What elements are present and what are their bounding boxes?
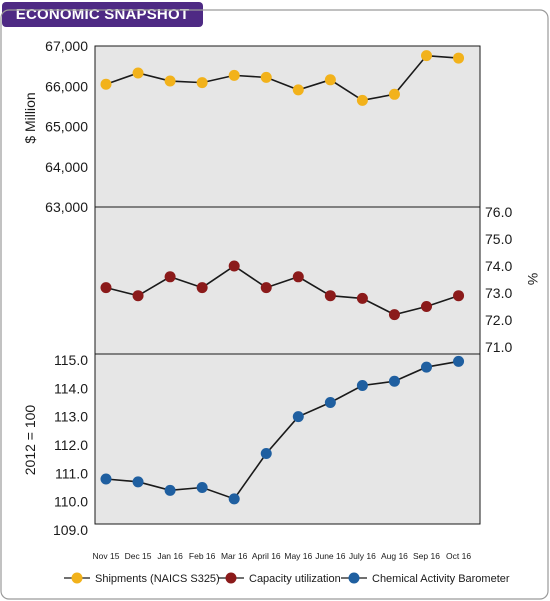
capacity-y-tick-label: 73.0	[485, 285, 512, 301]
capacity-data-point	[132, 290, 144, 302]
legend-capacity-label: Capacity utilization	[249, 573, 341, 585]
x-tick-label: Sep 16	[413, 551, 440, 561]
shipments-data-point	[164, 75, 176, 87]
legend-shipments-marker	[71, 572, 83, 584]
shipments-y-tick-label: 67,000	[45, 38, 88, 54]
y-tick-labels: 67,000 66,000 65,000 64,000 63,000 76.0 75.0 74…	[45, 38, 512, 538]
x-tick-label: Feb 16	[189, 551, 216, 561]
shipments-data-point	[132, 67, 144, 79]
x-tick-label: April 16	[252, 551, 281, 561]
cab-data-point	[356, 380, 368, 391]
shipments-y-tick-label: 64,000	[45, 159, 88, 175]
x-tick-label: Dec 15	[125, 551, 152, 561]
capacity-data-point	[260, 282, 272, 294]
cab-y-tick-label: 112.0	[54, 437, 88, 453]
shipments-y-tick-label: 65,000	[45, 119, 88, 135]
x-tick-label: Oct 16	[446, 551, 471, 561]
shipments-data-point	[100, 78, 112, 90]
legend-cab-label: Chemical Activity Barometer	[372, 573, 510, 585]
cab-series-line	[105, 360, 459, 500]
cab-data-point	[164, 484, 176, 496]
plot-panel	[94, 45, 481, 525]
capacity-data-point	[196, 282, 208, 294]
cab-y-tick-label: 113.0	[54, 409, 88, 425]
shipments-data-point	[453, 52, 465, 64]
x-tick-label: June 16	[315, 551, 346, 561]
capacity-data-point	[228, 260, 240, 272]
capacity-y-axis-title: %	[525, 273, 541, 285]
cab-data-point	[100, 473, 112, 485]
cab-y-tick-label: 115.0	[54, 352, 88, 368]
shipments-data-point	[324, 74, 336, 86]
capacity-y-tick-label: 74.0	[485, 258, 512, 274]
x-tick-label: Jan 16	[157, 551, 183, 561]
cab-data-point	[292, 411, 304, 423]
legend-cab-marker	[348, 572, 360, 584]
series-layer	[100, 50, 465, 505]
x-tick-labels: Nov 15 Dec 15 Jan 16 Feb 16 Mar 16 April 16 Ma…	[93, 551, 472, 561]
shipments-data-point	[388, 88, 400, 100]
shipments-series-line	[105, 54, 459, 102]
legend-capacity-marker	[225, 572, 237, 584]
cab-y-axis-title: 2012 = 100	[22, 405, 38, 476]
cab-data-point	[421, 361, 432, 373]
capacity-y-tick-label: 72.0	[485, 312, 512, 328]
cab-data-point	[196, 482, 208, 493]
cab-data-point	[132, 476, 144, 488]
shipments-y-tick-label: 66,000	[45, 78, 88, 94]
cab-data-point	[453, 355, 465, 367]
legend-item-cab: Chemical Activity Barometer	[341, 572, 510, 585]
cab-y-tick-label: 110.0	[54, 494, 88, 510]
cab-y-tick-label: 111.0	[55, 465, 88, 481]
outer-border	[0, 9, 549, 600]
capacity-data-point	[421, 301, 432, 312]
cab-data-point	[324, 397, 336, 408]
shipments-y-tick-label: 63,000	[45, 199, 88, 215]
shipments-data-point	[196, 77, 208, 89]
capacity-data-point	[100, 282, 112, 294]
legend-shipments-label: Shipments (NAICS S325)	[95, 573, 220, 585]
x-tick-label: Nov 15	[93, 551, 120, 561]
shipments-data-point	[292, 84, 304, 96]
cab-y-tick-label: 109.0	[53, 522, 88, 538]
shipments-y-axis-title: $ Million	[22, 92, 38, 143]
x-tick-label: May 16	[284, 551, 312, 561]
cab-data-point	[388, 375, 400, 387]
capacity-series-line	[105, 265, 459, 316]
capacity-y-tick-label: 76.0	[485, 204, 512, 220]
capacity-data-point	[164, 271, 176, 283]
legend: Shipments (NAICS S325) Capacity utilizat…	[64, 572, 510, 585]
legend-item-shipments: Shipments (NAICS S325)	[64, 572, 220, 585]
capacity-data-point	[388, 309, 400, 321]
shipments-data-point	[356, 94, 368, 106]
cab-data-point	[228, 493, 240, 505]
shipments-data-point	[421, 50, 432, 62]
x-tick-label: Mar 16	[221, 551, 248, 561]
capacity-data-point	[324, 290, 336, 302]
cab-data-point	[260, 448, 272, 459]
capacity-y-tick-label: 75.0	[485, 231, 512, 247]
capacity-y-tick-label: 71.0	[485, 339, 512, 355]
legend-item-capacity: Capacity utilization	[218, 572, 341, 585]
capacity-data-point	[453, 290, 465, 302]
shipments-data-point	[260, 71, 272, 83]
x-tick-label: Aug 16	[381, 551, 408, 561]
capacity-data-point	[292, 271, 304, 283]
cab-y-tick-label: 114.0	[54, 380, 88, 396]
shipments-data-point	[228, 69, 240, 81]
x-tick-label: July 16	[349, 551, 376, 561]
capacity-data-point	[356, 292, 368, 304]
